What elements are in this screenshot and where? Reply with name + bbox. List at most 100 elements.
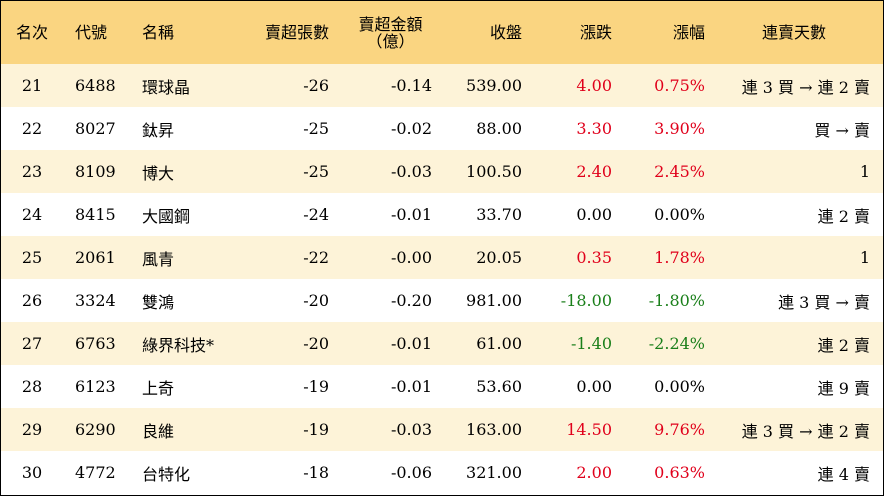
cell-close: 20.05 (476, 248, 522, 267)
cell-pct-change: 0.00% (654, 377, 705, 396)
cell-name: 雙鴻 (142, 292, 175, 312)
cell-name: 綠界科技* (142, 335, 215, 355)
cell-name: 環球晶 (142, 77, 191, 97)
table-row: 21 6488 環球晶 -26 -0.14 539.00 4.00 0.75% 連 3 買 → … (1, 64, 883, 107)
header-net-sell-lots: 賣超張數 (264, 23, 329, 42)
cell-code: 6763 (75, 334, 116, 353)
cell-change: -18.00 (560, 291, 612, 310)
cell-change: 14.50 (566, 420, 612, 439)
cell-code: 8027 (75, 119, 116, 138)
cell-consecutive-days: 1 (859, 248, 870, 267)
cell-net-sell-amount: -0.20 (390, 291, 432, 310)
header-net-sell-amount-line1: 賣超金額 (358, 14, 423, 34)
cell-pct-change: 2.45% (654, 162, 705, 181)
cell-name: 風青 (142, 249, 175, 269)
cell-net-sell-amount: -0.14 (390, 76, 432, 95)
cell-rank: 26 (21, 291, 43, 310)
cell-change: 0.00 (576, 205, 612, 224)
table-row: 29 6290 良維 -19 -0.03 163.00 14.50 9.76% 連 3 買 → … (1, 408, 883, 451)
table-body: 21 6488 環球晶 -26 -0.14 539.00 4.00 0.75% 連 3 買 → … (1, 64, 883, 494)
cell-consecutive-days: 連 9 賣 (817, 378, 870, 398)
cell-net-sell-lots: -25 (303, 119, 329, 138)
cell-rank: 22 (21, 119, 43, 138)
header-rank: 名次 (15, 23, 48, 42)
cell-rank: 23 (21, 162, 43, 181)
cell-net-sell-amount: -0.03 (390, 162, 432, 181)
cell-name: 上奇 (142, 378, 175, 398)
cell-net-sell-lots: -22 (303, 248, 329, 267)
cell-net-sell-lots: -20 (303, 291, 329, 310)
cell-net-sell-amount: -0.01 (390, 334, 432, 353)
cell-close: 53.60 (476, 377, 522, 396)
cell-name: 鈦昇 (142, 120, 175, 140)
table-row: 23 8109 博大 -25 -0.03 100.50 2.40 2.45% 1 (1, 150, 883, 193)
cell-close: 61.00 (476, 334, 522, 353)
cell-code: 4772 (75, 463, 116, 482)
cell-close: 100.50 (466, 162, 522, 181)
table-row: 24 8415 大國鋼 -24 -0.01 33.70 0.00 0.00% 連 2 賣 (1, 193, 883, 236)
cell-net-sell-amount: -0.02 (390, 119, 432, 138)
cell-pct-change: -1.80% (648, 291, 705, 310)
cell-net-sell-lots: -19 (303, 377, 329, 396)
header-pct-change: 漲幅 (672, 23, 705, 42)
header-code: 代號 (75, 23, 108, 42)
cell-net-sell-lots: -25 (303, 162, 329, 181)
cell-pct-change: 9.76% (654, 420, 705, 439)
header-change: 漲跌 (579, 23, 612, 42)
cell-rank: 21 (21, 76, 43, 95)
cell-consecutive-days: 連 3 買 → 連 2 賣 (741, 77, 870, 97)
table-row: 28 6123 上奇 -19 -0.01 53.60 0.00 0.00% 連 9 賣 (1, 365, 883, 408)
cell-net-sell-amount: -0.01 (390, 377, 432, 396)
cell-name: 大國鋼 (142, 206, 191, 226)
cell-pct-change: 0.75% (654, 76, 705, 95)
header-row: 名次 代號 名稱 賣超張數 賣超金額 （億） 收盤 漲跌 漲幅 連賣天數 (1, 1, 883, 64)
cell-change: 4.00 (576, 76, 612, 95)
cell-name: 台特化 (142, 464, 191, 484)
cell-code: 3324 (75, 291, 116, 310)
cell-close: 981.00 (466, 291, 522, 310)
header-name: 名稱 (142, 23, 175, 42)
cell-name: 博大 (142, 163, 175, 183)
header-close: 收盤 (489, 23, 522, 42)
cell-consecutive-days: 連 2 賣 (817, 335, 870, 355)
cell-code: 6290 (75, 420, 116, 439)
cell-change: 3.30 (576, 119, 612, 138)
cell-close: 321.00 (466, 463, 522, 482)
header-net-sell-amount-line2: （億） (366, 31, 415, 51)
table-row: 26 3324 雙鴻 -20 -0.20 981.00 -18.00 -1.80% 連 3 買 … (1, 279, 883, 322)
cell-rank: 28 (21, 377, 43, 396)
cell-pct-change: 1.78% (654, 248, 705, 267)
cell-change: -1.40 (570, 334, 612, 353)
cell-rank: 30 (21, 463, 43, 482)
header-consecutive-days: 連賣天數 (761, 23, 826, 42)
cell-consecutive-days: 連 2 賣 (817, 206, 870, 226)
cell-close: 33.70 (476, 205, 522, 224)
cell-close: 539.00 (466, 76, 522, 95)
table-row: 22 8027 鈦昇 -25 -0.02 88.00 3.30 3.90% 買 → 賣 (1, 107, 883, 150)
cell-change: 2.00 (576, 463, 612, 482)
cell-consecutive-days: 連 3 買 → 賣 (778, 292, 870, 312)
cell-pct-change: 0.63% (654, 463, 705, 482)
cell-net-sell-lots: -26 (303, 76, 329, 95)
cell-code: 6123 (75, 377, 116, 396)
cell-consecutive-days: 買 → 賣 (814, 120, 870, 140)
cell-pct-change: 0.00% (654, 205, 705, 224)
header-net-sell-amount: 賣超金額 （億） (330, 1, 433, 64)
cell-pct-change: 3.90% (654, 119, 705, 138)
cell-code: 2061 (75, 248, 116, 267)
cell-name: 良維 (142, 421, 175, 441)
table-row: 30 4772 台特化 -18 -0.06 321.00 2.00 0.63% 連 4 賣 (1, 451, 883, 494)
cell-code: 8109 (75, 162, 116, 181)
cell-net-sell-amount: -0.01 (390, 205, 432, 224)
cell-net-sell-amount: -0.00 (390, 248, 432, 267)
cell-net-sell-lots: -24 (303, 205, 329, 224)
cell-close: 88.00 (476, 119, 522, 138)
cell-code: 6488 (75, 76, 116, 95)
table-header: 名次 代號 名稱 賣超張數 賣超金額 （億） 收盤 漲跌 漲幅 連賣天數 (1, 1, 883, 64)
cell-code: 8415 (75, 205, 116, 224)
table-row: 25 2061 風青 -22 -0.00 20.05 0.35 1.78% 1 (1, 236, 883, 279)
cell-net-sell-amount: -0.03 (390, 420, 432, 439)
cell-net-sell-lots: -18 (303, 463, 329, 482)
